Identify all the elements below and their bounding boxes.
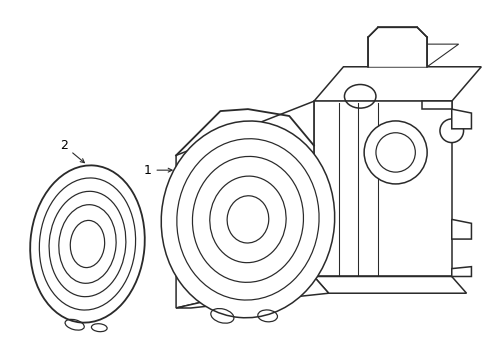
Polygon shape: [176, 276, 329, 308]
Polygon shape: [314, 101, 452, 276]
Polygon shape: [452, 267, 471, 276]
Polygon shape: [314, 276, 466, 293]
Polygon shape: [176, 101, 314, 308]
Ellipse shape: [30, 165, 145, 323]
Text: 2: 2: [60, 139, 84, 163]
Polygon shape: [422, 101, 452, 109]
Polygon shape: [314, 67, 481, 101]
Polygon shape: [452, 109, 471, 129]
Ellipse shape: [161, 121, 335, 318]
Ellipse shape: [440, 119, 464, 143]
Ellipse shape: [364, 121, 427, 184]
Polygon shape: [368, 27, 427, 67]
Polygon shape: [368, 44, 459, 67]
Text: 1: 1: [144, 164, 172, 177]
Polygon shape: [452, 219, 471, 239]
